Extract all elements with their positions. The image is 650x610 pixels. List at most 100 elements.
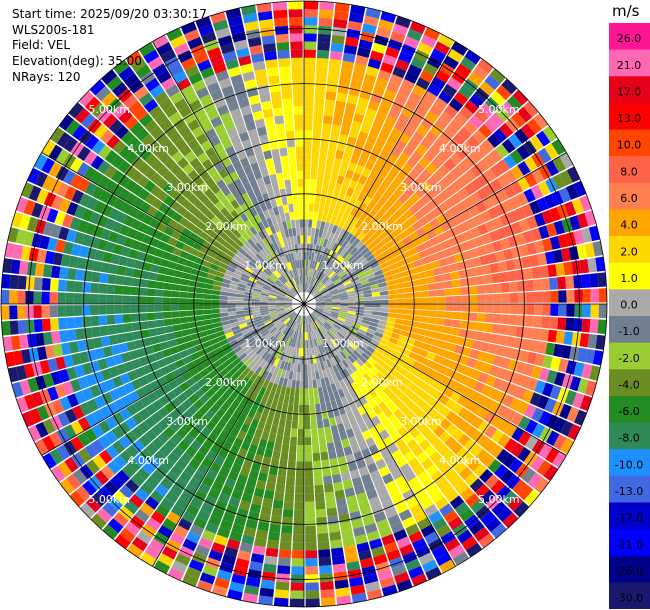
range-gate (455, 63, 472, 78)
range-gate (313, 310, 321, 316)
range-gate (315, 329, 321, 338)
range-gate (242, 458, 253, 470)
range-gate (98, 144, 112, 160)
range-gate (278, 549, 292, 559)
range-gate (209, 194, 220, 205)
range-gate (122, 285, 132, 295)
range-gate (481, 264, 492, 275)
range-gate (160, 77, 176, 91)
range-gate (366, 530, 381, 542)
range-gate (323, 307, 332, 310)
range-gate (449, 475, 464, 489)
range-gate (65, 305, 75, 317)
range-gate (154, 350, 165, 361)
range-gate (136, 467, 150, 482)
range-gate (195, 309, 204, 316)
range-gate (529, 340, 540, 353)
range-gate (34, 332, 45, 347)
range-gate (174, 223, 186, 234)
range-gate (89, 236, 101, 249)
range-gate (491, 501, 507, 517)
range-gate (320, 314, 329, 320)
range-gate (466, 135, 481, 150)
range-gate (254, 118, 266, 129)
range-gate (346, 268, 355, 276)
range-gate (374, 174, 385, 186)
range-gate (269, 234, 276, 243)
colorbar-swatch (609, 449, 650, 477)
range-gate (361, 282, 371, 289)
range-gate (513, 501, 530, 518)
range-gate (176, 427, 188, 440)
range-gate (42, 373, 55, 388)
range-gate (342, 230, 350, 240)
range-gate (314, 308, 323, 314)
range-gate (505, 117, 520, 133)
range-gate (173, 330, 184, 339)
range-gate (355, 358, 364, 367)
range-gate (290, 312, 297, 320)
range-gate (297, 284, 301, 293)
range-gate (359, 557, 375, 569)
range-gate (240, 423, 250, 434)
range-gate (292, 322, 297, 331)
range-gate (338, 76, 351, 87)
range-gate (105, 356, 116, 368)
range-gate (273, 319, 282, 326)
range-gate (395, 313, 405, 320)
range-gate (364, 304, 373, 308)
range-gate (524, 156, 538, 172)
range-gate (597, 272, 607, 288)
range-gate (85, 134, 100, 150)
range-gate (169, 131, 183, 144)
range-gate (296, 372, 301, 381)
range-gate (113, 490, 129, 506)
range-gate (183, 334, 193, 343)
range-gate (306, 340, 309, 349)
range-gate (100, 368, 112, 381)
range-gate (476, 313, 486, 323)
range-gate (215, 330, 225, 338)
range-gate (322, 311, 331, 316)
range-gate (217, 492, 231, 504)
range-gate (62, 381, 74, 396)
range-gate (263, 150, 273, 160)
range-gate (319, 196, 327, 206)
colorbar-swatch (609, 182, 650, 210)
range-gate (395, 15, 412, 29)
range-gate (276, 350, 283, 360)
range-gate (564, 390, 577, 406)
range-gate (438, 431, 452, 444)
range-gate (313, 292, 321, 298)
range-gate (391, 176, 403, 188)
range-gate (232, 273, 242, 280)
range-gate (229, 354, 239, 363)
range-gate (237, 319, 247, 326)
range-gate (324, 99, 336, 109)
instrument-label: WLS200s-181 (12, 23, 95, 37)
range-ring-label: 1.00km (322, 259, 364, 272)
range-gate (317, 541, 330, 551)
range-gate (15, 229, 27, 245)
range-gate (346, 313, 356, 318)
range-gate (307, 315, 311, 324)
range-gate (226, 538, 241, 550)
range-gate (263, 563, 277, 574)
range-gate (266, 323, 275, 331)
range-gate (205, 128, 217, 140)
range-gate (310, 420, 318, 429)
range-gate (323, 309, 332, 313)
range-gate (163, 282, 173, 291)
range-gate (445, 489, 460, 503)
range-ring-label: 3.00km (400, 415, 442, 428)
range-gate (130, 473, 145, 488)
range-gate (244, 415, 254, 426)
range-gate (186, 304, 196, 311)
range-gate (112, 243, 124, 255)
range-gate (12, 244, 24, 260)
range-gate (112, 82, 128, 97)
range-gate (72, 405, 85, 420)
range-gate (261, 571, 276, 582)
range-gate (300, 364, 304, 373)
range-gate (549, 316, 559, 330)
